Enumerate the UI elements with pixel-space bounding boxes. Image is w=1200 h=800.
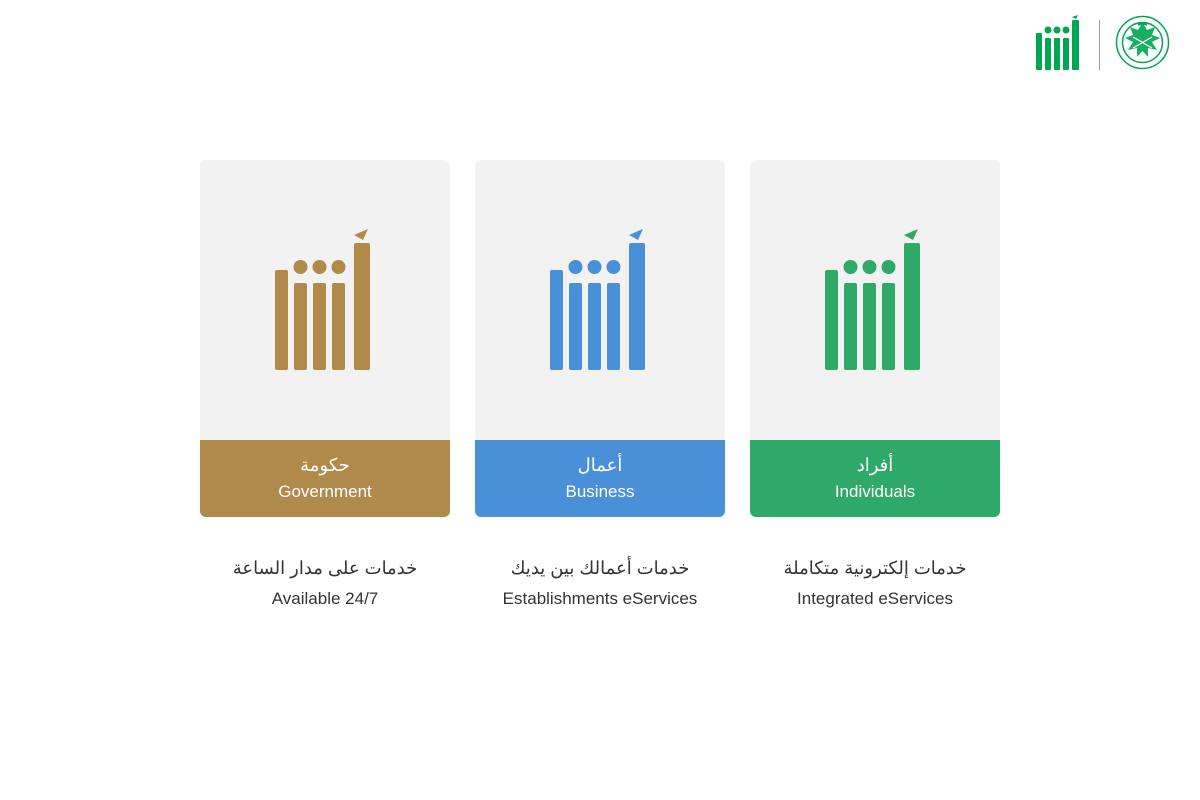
individuals-card[interactable]: أفراد Individuals خدمات إلكترونية متكامل…: [750, 160, 1000, 614]
card-icon-area: [200, 160, 450, 440]
business-card[interactable]: أعمال Business خدمات أعمالك بين يديك Est…: [475, 160, 725, 614]
tagline-en: Available 24/7: [200, 584, 450, 615]
emblem-logo: [1115, 15, 1170, 75]
main-content: حكومة Government خدمات على مدار الساعة A…: [0, 160, 1200, 614]
header-divider: [1099, 20, 1100, 70]
header: [0, 0, 1200, 90]
card-tagline: خدمات أعمالك بين يديك Establishments eSe…: [475, 552, 725, 615]
tagline-ar: خدمات على مدار الساعة: [200, 552, 450, 584]
absher-header-logo: [1034, 15, 1084, 75]
card-label: أفراد Individuals: [750, 440, 1000, 517]
government-card[interactable]: حكومة Government خدمات على مدار الساعة A…: [200, 160, 450, 614]
tagline-ar: خدمات إلكترونية متكاملة: [750, 552, 1000, 584]
card-title-ar: أفراد: [750, 452, 1000, 479]
tagline-en: Integrated eServices: [750, 584, 1000, 615]
card-tagline: خدمات إلكترونية متكاملة Integrated eServ…: [750, 552, 1000, 615]
card-title-en: Individuals: [750, 479, 1000, 505]
tagline-en: Establishments eServices: [475, 584, 725, 615]
card-title-ar: أعمال: [475, 452, 725, 479]
card-title-ar: حكومة: [200, 452, 450, 479]
card-label: أعمال Business: [475, 440, 725, 517]
tagline-ar: خدمات أعمالك بين يديك: [475, 552, 725, 584]
card-icon-area: [475, 160, 725, 440]
card-title-en: Business: [475, 479, 725, 505]
card-title-en: Government: [200, 479, 450, 505]
absher-logo-icon: [545, 225, 655, 375]
absher-logo-icon: [270, 225, 380, 375]
absher-logo-icon: [820, 225, 930, 375]
card-tagline: خدمات على مدار الساعة Available 24/7: [200, 552, 450, 615]
card-icon-area: [750, 160, 1000, 440]
card-label: حكومة Government: [200, 440, 450, 517]
